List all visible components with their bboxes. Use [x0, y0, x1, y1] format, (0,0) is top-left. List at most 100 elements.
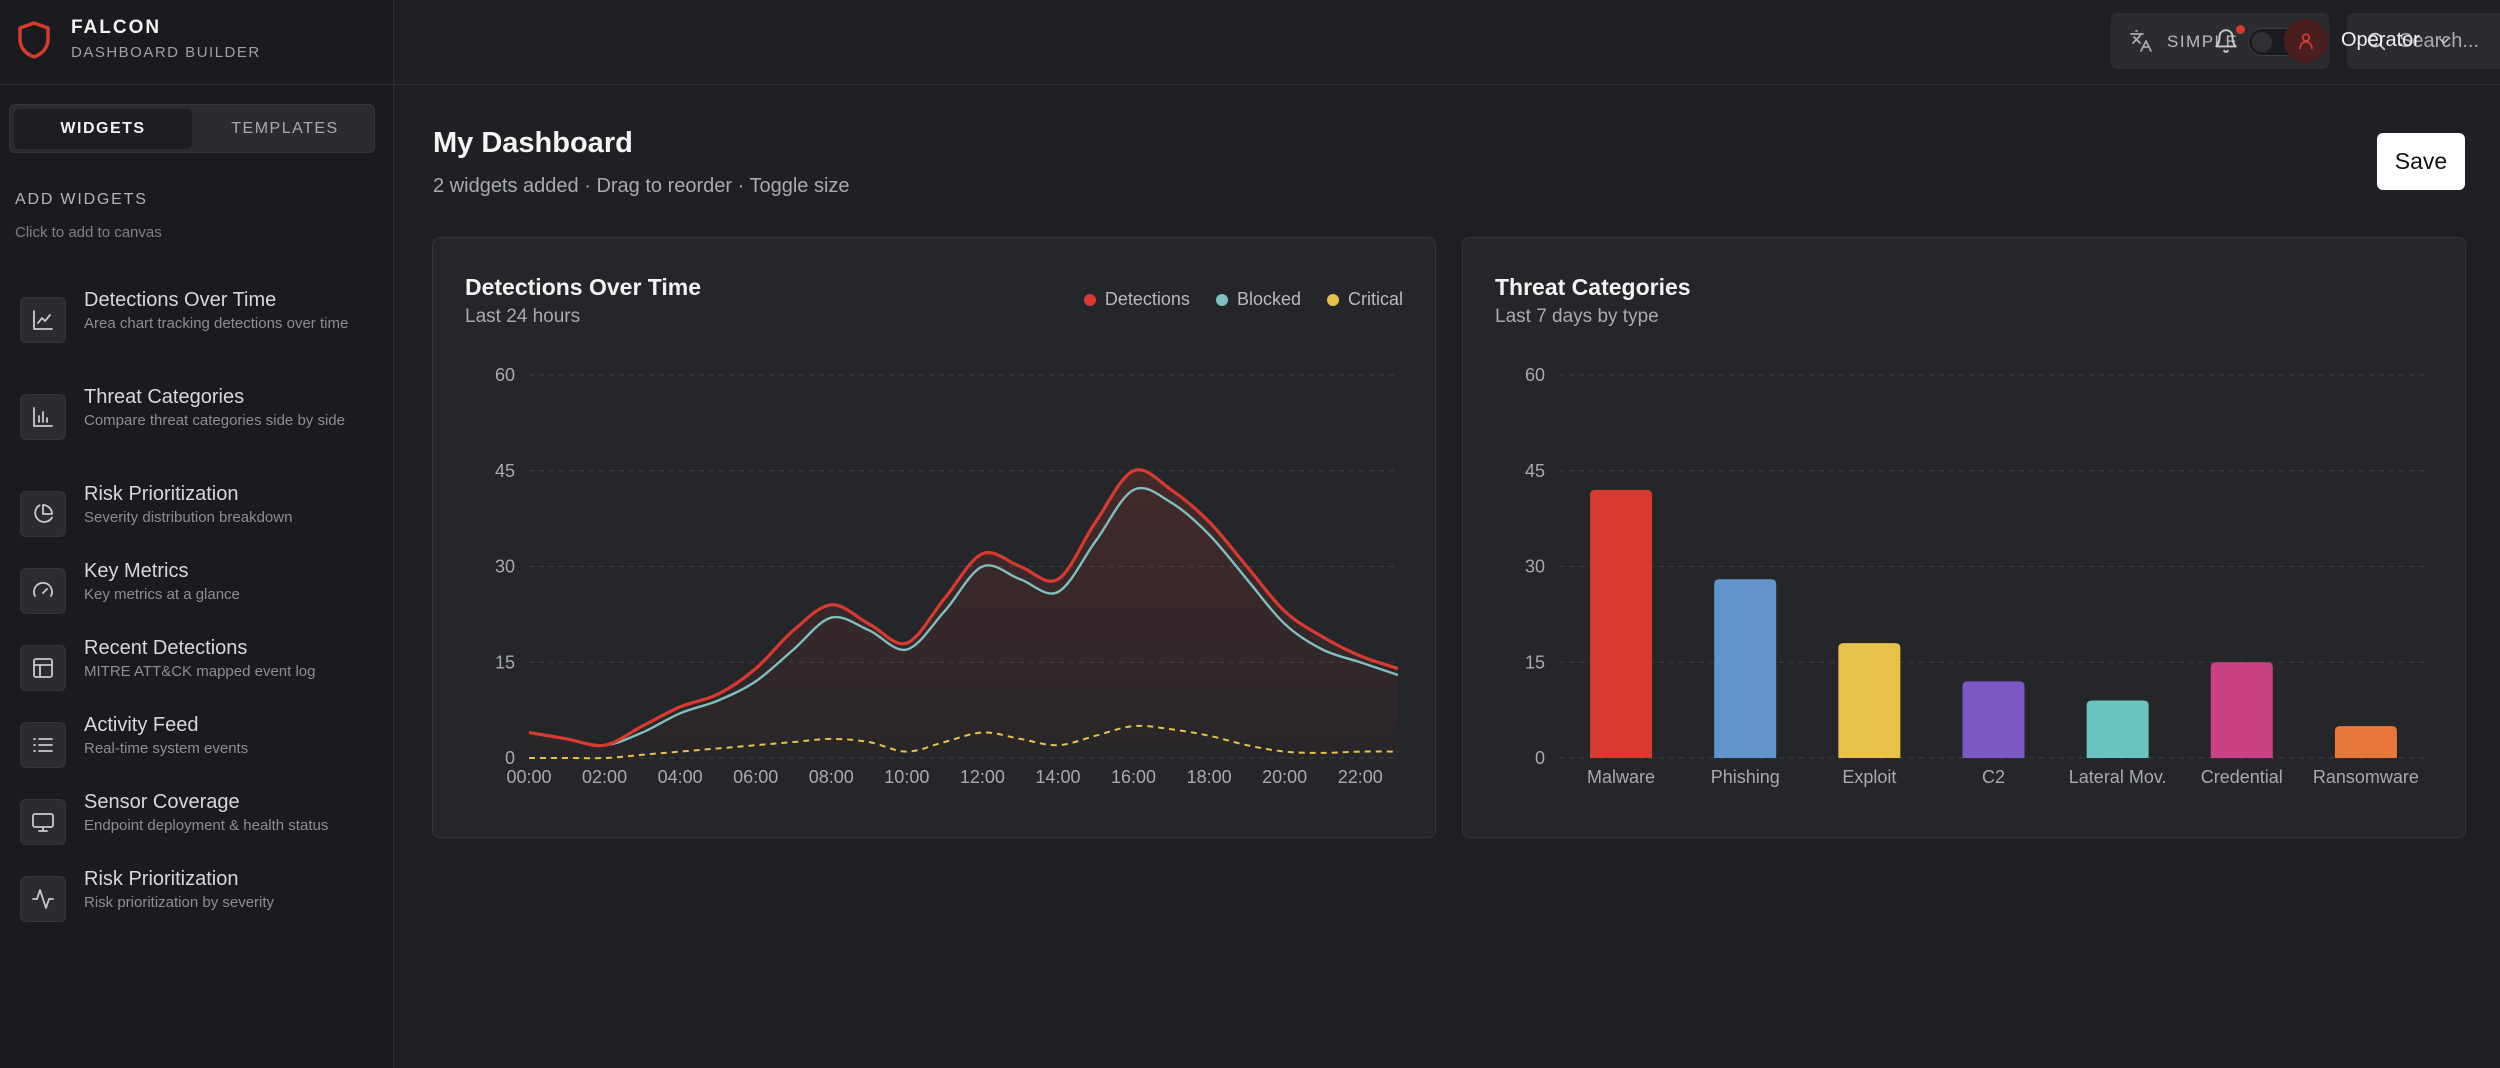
- x-tick-label: Lateral Mov.: [2069, 767, 2167, 787]
- x-tick-label: Malware: [1587, 767, 1655, 787]
- x-tick-label: 00:00: [506, 767, 551, 787]
- widget-item-desc: Compare threat categories side by side: [84, 412, 345, 429]
- x-tick-label: 14:00: [1035, 767, 1080, 787]
- widget-item-title: Sensor Coverage: [84, 791, 240, 813]
- bar-lateral-mov-: [2086, 700, 2149, 758]
- x-tick-label: Exploit: [1842, 767, 1896, 787]
- legend-dot: [1083, 293, 1096, 306]
- section-hint: Click to add to canvas: [15, 224, 162, 241]
- x-tick-label: C2: [1982, 767, 2005, 787]
- y-tick-label: 45: [1525, 461, 1545, 481]
- card-subtitle: Last 7 days by type: [1495, 306, 1659, 327]
- legend-dot: [1215, 293, 1228, 306]
- legend-dot: [1326, 293, 1339, 306]
- bar-ransomware: [2334, 726, 2397, 758]
- widget-item-threat-categories[interactable]: Threat Categories Compare threat categor…: [0, 386, 394, 458]
- notification-dot: [2236, 25, 2245, 34]
- y-tick-label: 30: [495, 557, 515, 577]
- chevron-down-icon: [2439, 38, 2449, 45]
- widget-item-desc: Area chart tracking detections over time: [84, 315, 349, 332]
- list-icon: [20, 722, 66, 768]
- y-tick-label: 0: [1535, 748, 1545, 768]
- brand-name: FALCON: [71, 17, 162, 38]
- widget-item-title: Key Metrics: [84, 560, 189, 582]
- toggle-knob: [2252, 32, 2272, 52]
- x-tick-label: 10:00: [884, 767, 929, 787]
- monitor-icon: [20, 799, 66, 845]
- x-tick-label: 02:00: [582, 767, 627, 787]
- x-tick-label: 18:00: [1187, 767, 1232, 787]
- widget-item-desc: Risk prioritization by severity: [84, 894, 275, 911]
- widget-item-desc: Real-time system events: [84, 740, 249, 757]
- widget-item-recent-detections[interactable]: Recent Detections MITRE ATT&CK mapped ev…: [0, 637, 394, 709]
- x-tick-label: 22:00: [1338, 767, 1383, 787]
- widget-item-sensor-coverage[interactable]: Sensor Coverage Endpoint deployment & he…: [0, 791, 394, 863]
- gauge-icon: [20, 568, 66, 614]
- card-title: Threat Categories: [1495, 274, 1691, 300]
- legend-label: Blocked: [1236, 289, 1301, 309]
- bar-phishing: [1714, 579, 1777, 758]
- widget-item-activity-feed[interactable]: Activity Feed Real-time system events: [0, 714, 394, 786]
- widget-item-detections-over-time[interactable]: Detections Over Time Area chart tracking…: [0, 289, 394, 361]
- avatar: [2284, 19, 2328, 63]
- x-tick-label: 16:00: [1111, 767, 1156, 787]
- shield-logo-icon: [18, 21, 50, 59]
- widget-card-detections[interactable]: 0 15 30 45 60 00:00 02:00 04:00 06:00 08:00 10:00 1…: [432, 237, 1436, 838]
- translate-icon: [2130, 30, 2152, 52]
- widget-item-title: Recent Detections: [84, 637, 248, 659]
- line-chart-icon: [20, 297, 66, 343]
- widget-item-title: Activity Feed: [84, 714, 199, 736]
- bar-chart-icon: [20, 394, 66, 440]
- y-tick-label: 15: [1525, 652, 1545, 672]
- card-subtitle: Last 24 hours: [465, 306, 581, 327]
- bar-exploit: [1838, 643, 1901, 758]
- widget-item-title: Threat Categories: [84, 386, 245, 408]
- topbar: SIMPLE ⌘K: [394, 0, 2500, 85]
- section-title: ADD WIDGETS: [15, 191, 148, 208]
- table-icon: [20, 645, 66, 691]
- x-tick-label: Ransomware: [2313, 767, 2419, 787]
- widget-item-risk-prioritization[interactable]: Risk Prioritization Severity distributio…: [0, 483, 394, 555]
- chart-legend: Detections Blocked Critical: [1083, 289, 1403, 310]
- search-box: ⌘K: [2347, 13, 2500, 69]
- x-tick-label: 20:00: [1262, 767, 1307, 787]
- series-line-blocked: [528, 486, 1399, 747]
- y-tick-label: 30: [1525, 557, 1545, 577]
- bell-icon[interactable]: [2213, 27, 2239, 55]
- detections-area-fill: [529, 469, 1398, 758]
- widget-item-key-metrics[interactable]: Key Metrics Key metrics at a glance: [0, 560, 394, 632]
- detections-area-chart: 0 15 30 45 60 00:00 02:00 04:00 06:00 08:00 10:00 1…: [495, 365, 1399, 787]
- y-tick-label: 15: [495, 652, 515, 672]
- series-line-detections: [528, 468, 1399, 748]
- y-tick-label: 0: [505, 748, 515, 768]
- widget-card-threat-categories[interactable]: 0 15 30 45 60 Malware Phishing Exploit C2 Lateral…: [1462, 237, 2466, 838]
- tab-widgets[interactable]: WIDGETS: [14, 109, 192, 149]
- widget-item-title: Risk Prioritization: [84, 868, 239, 890]
- brand-subtitle: DASHBOARD BUILDER: [71, 44, 261, 61]
- legend-item-critical: Critical: [1326, 289, 1403, 310]
- activity-icon: [20, 876, 66, 922]
- user-name: Operator: [2341, 29, 2420, 51]
- widget-item-risk-prioritization-2[interactable]: Risk Prioritization Risk prioritization …: [0, 868, 394, 940]
- search-input[interactable]: [2399, 27, 2500, 55]
- widget-item-desc: Severity distribution breakdown: [84, 509, 293, 526]
- brand-header: FALCON DASHBOARD BUILDER: [0, 0, 394, 85]
- save-button[interactable]: Save: [2377, 133, 2465, 190]
- widget-item-title: Detections Over Time: [84, 289, 277, 311]
- page-title: My Dashboard: [433, 127, 633, 159]
- tab-templates[interactable]: TEMPLATES: [231, 120, 339, 137]
- widget-item-desc: Endpoint deployment & health status: [84, 817, 329, 834]
- card-title: Detections Over Time: [465, 274, 702, 300]
- y-tick-label: 60: [1525, 365, 1545, 385]
- pie-chart-icon: [20, 491, 66, 537]
- sidebar: FALCON DASHBOARD BUILDER WIDGETS TEMPLAT…: [0, 0, 394, 1068]
- x-tick-label: 04:00: [658, 767, 703, 787]
- bar-credential: [2210, 662, 2273, 758]
- x-tick-label: 06:00: [733, 767, 778, 787]
- widget-item-desc: MITRE ATT&CK mapped event log: [84, 663, 316, 680]
- widget-item-title: Risk Prioritization: [84, 483, 239, 505]
- sidebar-tabs: WIDGETS TEMPLATES: [9, 104, 375, 153]
- page-subtitle: 2 widgets added · Drag to reorder · Togg…: [433, 175, 850, 197]
- threat-categories-bar-chart: 0 15 30 45 60 Malware Phishing Exploit C2 Lateral…: [1525, 365, 2428, 787]
- user-menu[interactable]: Operator: [2284, 19, 2464, 63]
